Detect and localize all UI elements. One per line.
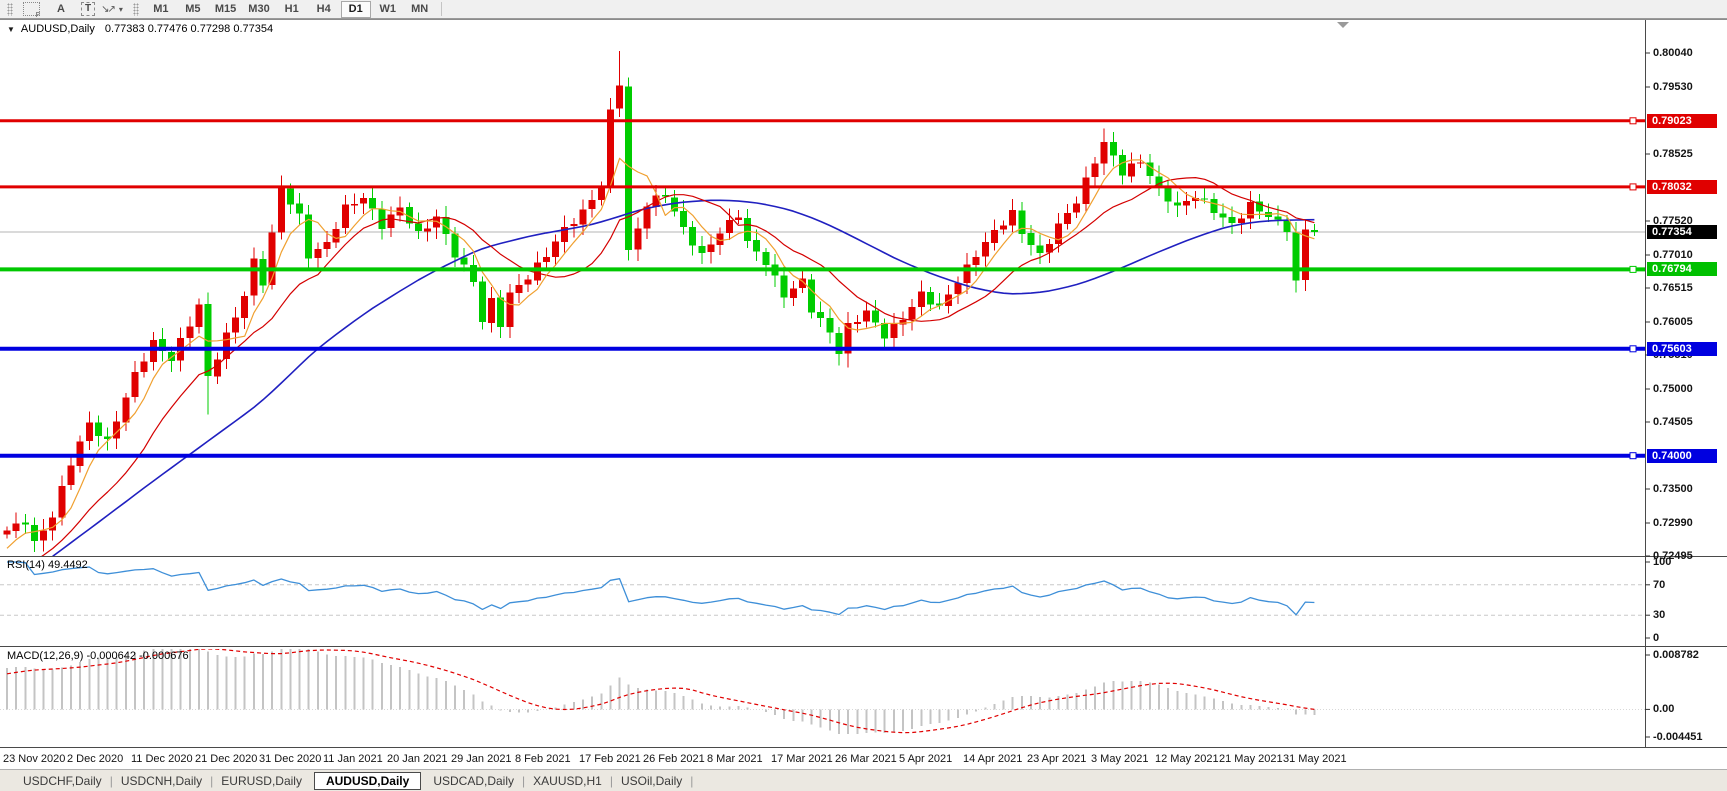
tab-separator: | xyxy=(522,773,526,788)
timeframe-button-m15[interactable]: M15 xyxy=(214,2,237,15)
timeframe-button-m30[interactable]: M30 xyxy=(248,2,270,15)
chart-tab-usdcnh[interactable]: USDCNH,Daily xyxy=(120,773,203,788)
grid-f-icon[interactable]: F xyxy=(23,2,40,19)
chart-tab-usdchf[interactable]: USDCHF,Daily xyxy=(23,773,102,788)
timeframe-button-d1[interactable]: D1 xyxy=(340,0,371,18)
tab-separator: | xyxy=(109,773,113,788)
text-label-tool-button[interactable]: A xyxy=(57,2,65,15)
timeframe-button-h4[interactable]: H4 xyxy=(316,2,331,15)
tab-separator: | xyxy=(690,773,694,788)
timeframe-button-w1[interactable]: W1 xyxy=(379,2,396,15)
toolbar-grip-icon[interactable] xyxy=(7,2,13,16)
chart-tab-usoil[interactable]: USOil,Daily xyxy=(620,773,683,788)
timeframe-button-mn[interactable]: MN xyxy=(411,2,429,15)
toolbar-separator xyxy=(440,2,442,16)
arrow-objects-dropdown-icon[interactable]: ▾ xyxy=(118,4,123,14)
timeframe-button-m1[interactable]: M1 xyxy=(153,2,169,15)
chart-tab-audusd[interactable]: AUDUSD,Daily xyxy=(313,771,422,790)
chart-tab-xauusd[interactable]: XAUUSD,H1 xyxy=(533,773,602,788)
chart-tab-bar: USDCHF,Daily | USDCNH,Daily | EURUSD,Daily AU… xyxy=(0,769,1727,791)
chart-tab-usdcad[interactable]: USDCAD,Daily xyxy=(433,773,515,788)
timeframe-group: M1 M5 M15 M30 H1 H4 D1 W1 MN xyxy=(146,0,446,18)
tab-separator: | xyxy=(210,773,214,788)
timeframe-button-h1[interactable]: H1 xyxy=(284,2,299,15)
chart-tab-eurusd[interactable]: EURUSD,Daily xyxy=(221,773,302,788)
chart-area[interactable] xyxy=(0,20,1645,747)
tab-separator: | xyxy=(609,773,613,788)
chart-window xyxy=(0,19,1727,769)
text-tool-button[interactable]: T xyxy=(81,2,96,16)
top-toolbar: F A T ↘↗ ▾ M1 M5 M15 M30 H1 H4 D1 W1 MN xyxy=(0,0,1727,19)
timeframe-toolbar-grip-icon[interactable] xyxy=(132,2,139,16)
arrow-objects-icon[interactable]: ↘↗ xyxy=(101,3,116,15)
timeframe-button-m5[interactable]: M5 xyxy=(185,2,201,15)
